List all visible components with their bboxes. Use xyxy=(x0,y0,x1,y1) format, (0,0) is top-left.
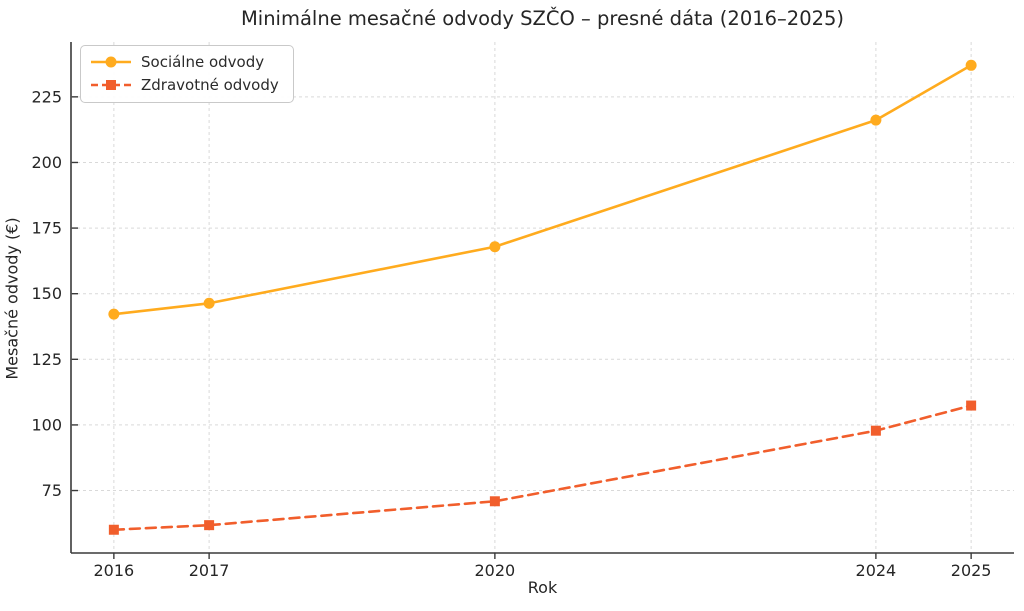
x-tick-label: 2025 xyxy=(951,561,992,580)
x-tick-label: 2020 xyxy=(475,561,516,580)
data-point-circle xyxy=(965,59,977,71)
legend-sample-line xyxy=(91,80,131,90)
data-point-circle xyxy=(870,114,882,126)
circle-marker-icon xyxy=(105,56,117,68)
data-point-square xyxy=(489,496,500,507)
x-axis-label: Rok xyxy=(527,578,558,597)
y-tick-label: 175 xyxy=(31,219,62,238)
legend-item: Sociálne odvody xyxy=(90,51,279,73)
y-tick-label: 200 xyxy=(31,153,62,172)
chart-title: Minimálne mesačné odvody SZČO – presné d… xyxy=(240,7,845,30)
y-tick-label: 100 xyxy=(31,415,62,434)
y-tick-label: 225 xyxy=(31,87,62,106)
x-tick-label: 2024 xyxy=(856,561,897,580)
data-point-circle xyxy=(108,308,120,320)
legend: Sociálne odvody Zdravotné odvody xyxy=(80,45,294,103)
y-axis-label: Mesačné odvody (€) xyxy=(2,217,22,380)
x-tick-label: 2017 xyxy=(189,561,230,580)
legend-label: Zdravotné odvody xyxy=(141,76,279,94)
legend-label: Sociálne odvody xyxy=(141,53,265,71)
data-point-square xyxy=(966,400,977,411)
legend-sample-line xyxy=(91,56,131,68)
data-point-circle xyxy=(203,297,215,309)
data-point-square xyxy=(204,520,215,531)
y-tick-label: 75 xyxy=(42,481,62,500)
data-point-square xyxy=(870,425,881,436)
square-marker-icon xyxy=(106,80,116,90)
x-tick-label: 2016 xyxy=(94,561,135,580)
data-point-square xyxy=(108,524,119,535)
series-line-dashed xyxy=(112,404,973,532)
data-point-circle xyxy=(489,241,501,253)
legend-item: Zdravotné odvody xyxy=(90,74,279,96)
y-tick-label: 125 xyxy=(31,350,62,369)
y-tick-label: 150 xyxy=(31,284,62,303)
